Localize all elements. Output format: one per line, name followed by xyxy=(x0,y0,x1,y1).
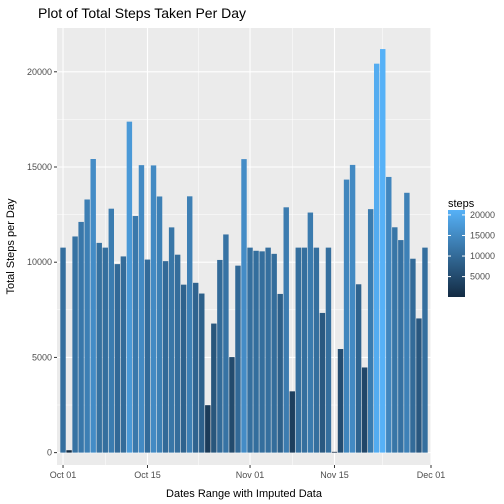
bar-2012-10-27 xyxy=(217,259,223,453)
bar-2012-11-23 xyxy=(380,49,386,453)
bar-2012-11-19 xyxy=(355,284,362,453)
bar-2012-10-08 xyxy=(102,247,108,453)
bar-2012-11-12 xyxy=(313,247,320,453)
bar-2012-11-09 xyxy=(295,247,302,453)
bar-2012-11-10 xyxy=(301,247,308,453)
legend-ticks: 20000 15000 10000 5000 xyxy=(448,210,495,282)
bar-2012-10-17 xyxy=(156,196,163,453)
bar-2012-11-29 xyxy=(416,318,422,453)
x-axis: Oct 01 Oct 15 Nov 01 Nov 15 Dec 01 xyxy=(50,465,445,480)
bar-2012-11-26 xyxy=(398,240,404,453)
x-tick-label: Dec 01 xyxy=(417,470,446,480)
bar-2012-10-28 xyxy=(223,234,229,453)
bar-2012-11-24 xyxy=(386,176,392,453)
bar-2012-11-13 xyxy=(319,312,326,453)
bar-2012-11-30 xyxy=(422,247,428,453)
bar-2012-11-11 xyxy=(307,212,314,453)
legend: steps 20000 15000 10000 5000 xyxy=(448,198,495,297)
bar-2012-11-17 xyxy=(343,179,350,453)
bar-2012-10-11 xyxy=(120,256,127,453)
bar-2012-10-16 xyxy=(150,165,157,453)
bar-2012-10-12 xyxy=(126,121,133,453)
bar-2012-10-07 xyxy=(96,242,102,453)
bars xyxy=(60,49,428,453)
bar-2012-11-20 xyxy=(361,367,368,453)
bar-2012-11-02 xyxy=(253,250,259,453)
bar-2012-10-04 xyxy=(78,221,84,453)
bar-2012-10-03 xyxy=(72,236,78,453)
x-axis-title: Dates Range with Imputed Data xyxy=(166,488,323,500)
bar-2012-10-13 xyxy=(132,216,139,453)
bar-2012-10-18 xyxy=(162,261,169,453)
legend-label: 20000 xyxy=(470,210,495,220)
legend-colorbar xyxy=(448,210,465,297)
bar-2012-10-21 xyxy=(180,284,187,453)
bar-2012-10-14 xyxy=(138,165,145,453)
bar-2012-10-19 xyxy=(168,227,175,453)
y-tick-label: 0 xyxy=(47,448,52,458)
bar-2012-11-08 xyxy=(289,391,295,453)
bar-2012-10-30 xyxy=(235,265,241,453)
chart-title: Plot of Total Steps Taken Per Day xyxy=(38,5,246,21)
bar-2012-11-04 xyxy=(265,247,271,453)
bar-2012-10-23 xyxy=(193,282,199,453)
bar-2012-11-14 xyxy=(325,247,332,453)
bar-2012-10-24 xyxy=(199,293,205,453)
bar-2012-11-15 xyxy=(331,451,338,453)
bar-2012-10-01 xyxy=(60,247,66,453)
bar-2012-11-25 xyxy=(392,227,398,453)
y-tick-label: 15000 xyxy=(27,162,52,172)
bar-2012-10-02 xyxy=(66,450,72,453)
bar-2012-11-27 xyxy=(404,192,410,453)
x-tick-label: Nov 01 xyxy=(236,470,265,480)
x-tick-label: Nov 15 xyxy=(320,470,349,480)
bar-2012-11-01 xyxy=(247,247,253,453)
y-tick-label: 10000 xyxy=(27,257,52,267)
bar-2012-11-28 xyxy=(410,258,416,453)
bar-2012-11-06 xyxy=(277,293,283,453)
legend-label: 15000 xyxy=(470,230,495,240)
y-axis-title: Total Steps per Day xyxy=(5,198,17,294)
bar-2012-10-31 xyxy=(241,159,247,453)
bar-2012-10-20 xyxy=(174,254,181,453)
bar-2012-11-07 xyxy=(283,207,289,453)
y-tick-label: 5000 xyxy=(32,352,52,362)
bar-2012-11-03 xyxy=(259,251,265,453)
bar-2012-11-05 xyxy=(271,253,277,453)
x-tick-label: Oct 15 xyxy=(134,470,161,480)
y-tick-label: 20000 xyxy=(27,67,52,77)
bar-2012-11-16 xyxy=(337,349,344,453)
bar-2012-11-21 xyxy=(367,209,374,453)
bar-2012-10-15 xyxy=(144,259,151,453)
legend-title: steps xyxy=(448,198,475,210)
bar-2012-10-29 xyxy=(229,357,235,453)
bar-2012-10-26 xyxy=(211,323,217,453)
bar-2012-10-22 xyxy=(186,196,193,453)
legend-label: 10000 xyxy=(470,251,495,261)
y-axis: 0 5000 10000 15000 20000 xyxy=(27,67,57,458)
bar-2012-10-06 xyxy=(90,159,96,453)
bar-2012-11-22 xyxy=(373,63,380,453)
bar-2012-10-05 xyxy=(84,199,90,453)
bar-2012-10-25 xyxy=(205,405,211,453)
bar-2012-10-10 xyxy=(114,264,121,453)
bar-2012-11-18 xyxy=(349,164,356,453)
bar-2012-10-09 xyxy=(108,208,115,453)
x-tick-label: Oct 01 xyxy=(50,470,77,480)
legend-label: 5000 xyxy=(470,272,490,282)
